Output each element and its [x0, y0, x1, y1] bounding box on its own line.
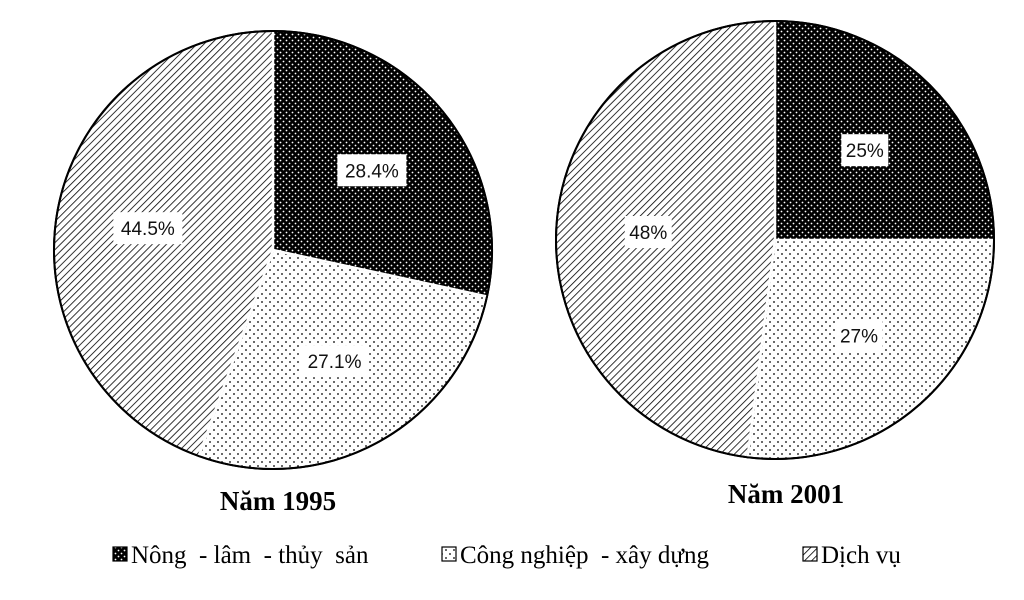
slice-separator — [197, 249, 275, 457]
legend-label-nong-lam-thuy-san: Nông - lâm - thủy sản — [131, 542, 369, 569]
legend-swatch-light-dots — [441, 546, 457, 562]
slice-separator — [272, 248, 488, 298]
slice-separator — [746, 239, 777, 458]
data-label-background — [624, 216, 672, 249]
legend-label-cong-nghiep-xay-dung: Công nghiệp - xây dựng — [460, 542, 709, 569]
data-label-nong-lam-thuy-san-2001: 25% — [841, 134, 889, 167]
data-label-background — [300, 345, 370, 378]
legend-label-dich-vu: Dịch vụ — [821, 542, 901, 569]
legend-item-dich-vu: Dịch vụ — [802, 542, 901, 569]
data-label-background — [835, 319, 883, 352]
data-label-dich-vu-1995: 44.5% — [113, 212, 183, 245]
slice-nong-lam-thuy-san-2001 — [774, 20, 995, 241]
legend-item-nong-lam-thuy-san: Nông - lâm - thủy sản — [112, 542, 369, 569]
data-label-text: 44.5% — [121, 219, 175, 240]
data-label-background — [841, 134, 889, 167]
legend: Nông - lâm - thủy sản Công nghiệp - xây … — [112, 542, 901, 569]
data-label-text: 48% — [629, 223, 667, 244]
legend-swatch-dark-dots — [112, 546, 128, 562]
pie-chart-2001: 25% 27% 48% — [555, 20, 995, 460]
data-label-text: 28.4% — [345, 161, 399, 182]
data-label-dich-vu-2001: 48% — [624, 216, 672, 249]
data-label-nong-lam-thuy-san-1995: 28.4% — [337, 154, 407, 187]
data-label-cong-nghiep-xay-dung-1995: 27.1% — [300, 345, 370, 378]
data-label-text: 27% — [840, 326, 878, 347]
data-label-cong-nghiep-xay-dung-2001: 27% — [835, 319, 883, 352]
legend-swatch-hatch — [802, 546, 818, 562]
data-label-text: 25% — [846, 141, 884, 162]
pie-outline — [53, 30, 493, 470]
chart-title-2001: Năm 2001 — [728, 479, 844, 509]
pie-outline — [555, 20, 995, 460]
chart-title-1995: Năm 1995 — [220, 486, 336, 516]
legend-item-cong-nghiep-xay-dung: Công nghiệp - xây dựng — [441, 542, 709, 569]
data-label-text: 27.1% — [308, 352, 362, 373]
pie-chart-1995: 28.4% 27.1% 44.5% — [53, 30, 493, 470]
data-label-background — [337, 154, 407, 187]
data-label-background — [113, 212, 183, 245]
